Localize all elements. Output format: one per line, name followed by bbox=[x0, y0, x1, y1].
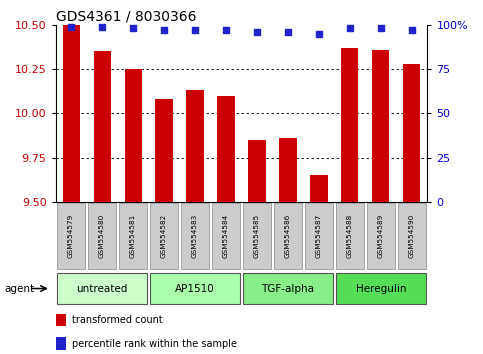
Bar bbox=[57, 273, 147, 304]
Bar bbox=[94, 51, 111, 202]
Bar bbox=[182, 203, 209, 269]
Bar bbox=[243, 273, 333, 304]
Bar bbox=[372, 50, 389, 202]
Text: GDS4361 / 8030366: GDS4361 / 8030366 bbox=[56, 10, 196, 24]
Bar bbox=[336, 273, 426, 304]
Bar bbox=[305, 203, 333, 269]
Text: percentile rank within the sample: percentile rank within the sample bbox=[72, 339, 237, 349]
Text: untreated: untreated bbox=[76, 284, 128, 293]
Point bbox=[253, 29, 261, 35]
Bar bbox=[341, 48, 358, 202]
Bar bbox=[217, 96, 235, 202]
Text: GSM554589: GSM554589 bbox=[378, 214, 384, 258]
Bar bbox=[248, 140, 266, 202]
Text: TGF-alpha: TGF-alpha bbox=[261, 284, 314, 293]
Point bbox=[160, 27, 168, 33]
Bar bbox=[88, 203, 115, 269]
Text: GSM554584: GSM554584 bbox=[223, 214, 229, 258]
Point bbox=[315, 31, 323, 36]
Point bbox=[284, 29, 292, 35]
Text: GSM554587: GSM554587 bbox=[316, 214, 322, 258]
Point bbox=[408, 27, 416, 33]
Bar bbox=[243, 203, 270, 269]
Bar bbox=[119, 203, 147, 269]
Text: GSM554586: GSM554586 bbox=[285, 214, 291, 258]
Bar bbox=[150, 273, 240, 304]
Text: GSM554583: GSM554583 bbox=[192, 214, 198, 258]
Text: Heregulin: Heregulin bbox=[355, 284, 406, 293]
Bar bbox=[213, 203, 240, 269]
Text: AP1510: AP1510 bbox=[175, 284, 215, 293]
Bar bbox=[368, 203, 395, 269]
Bar bbox=[280, 138, 297, 202]
Point bbox=[67, 24, 75, 29]
Point bbox=[377, 25, 385, 31]
Bar bbox=[56, 314, 66, 326]
Text: GSM554580: GSM554580 bbox=[99, 214, 105, 258]
Bar bbox=[336, 203, 364, 269]
Text: GSM554588: GSM554588 bbox=[347, 214, 353, 258]
Point bbox=[191, 27, 199, 33]
Text: GSM554590: GSM554590 bbox=[409, 214, 415, 258]
Bar bbox=[403, 64, 421, 202]
Bar bbox=[57, 203, 85, 269]
Bar bbox=[311, 175, 327, 202]
Bar bbox=[62, 25, 80, 202]
Point bbox=[346, 25, 354, 31]
Bar bbox=[56, 337, 66, 350]
Text: GSM554585: GSM554585 bbox=[254, 214, 260, 258]
Text: GSM554582: GSM554582 bbox=[161, 214, 167, 258]
Bar bbox=[186, 90, 203, 202]
Text: GSM554579: GSM554579 bbox=[68, 214, 74, 258]
Point bbox=[98, 24, 106, 29]
Bar bbox=[150, 203, 178, 269]
Bar bbox=[274, 203, 301, 269]
Point bbox=[222, 27, 230, 33]
Bar bbox=[398, 203, 426, 269]
Text: transformed count: transformed count bbox=[72, 315, 163, 325]
Text: GSM554581: GSM554581 bbox=[130, 214, 136, 258]
Bar bbox=[125, 69, 142, 202]
Point bbox=[129, 25, 137, 31]
Bar bbox=[156, 99, 172, 202]
Text: agent: agent bbox=[5, 284, 35, 293]
